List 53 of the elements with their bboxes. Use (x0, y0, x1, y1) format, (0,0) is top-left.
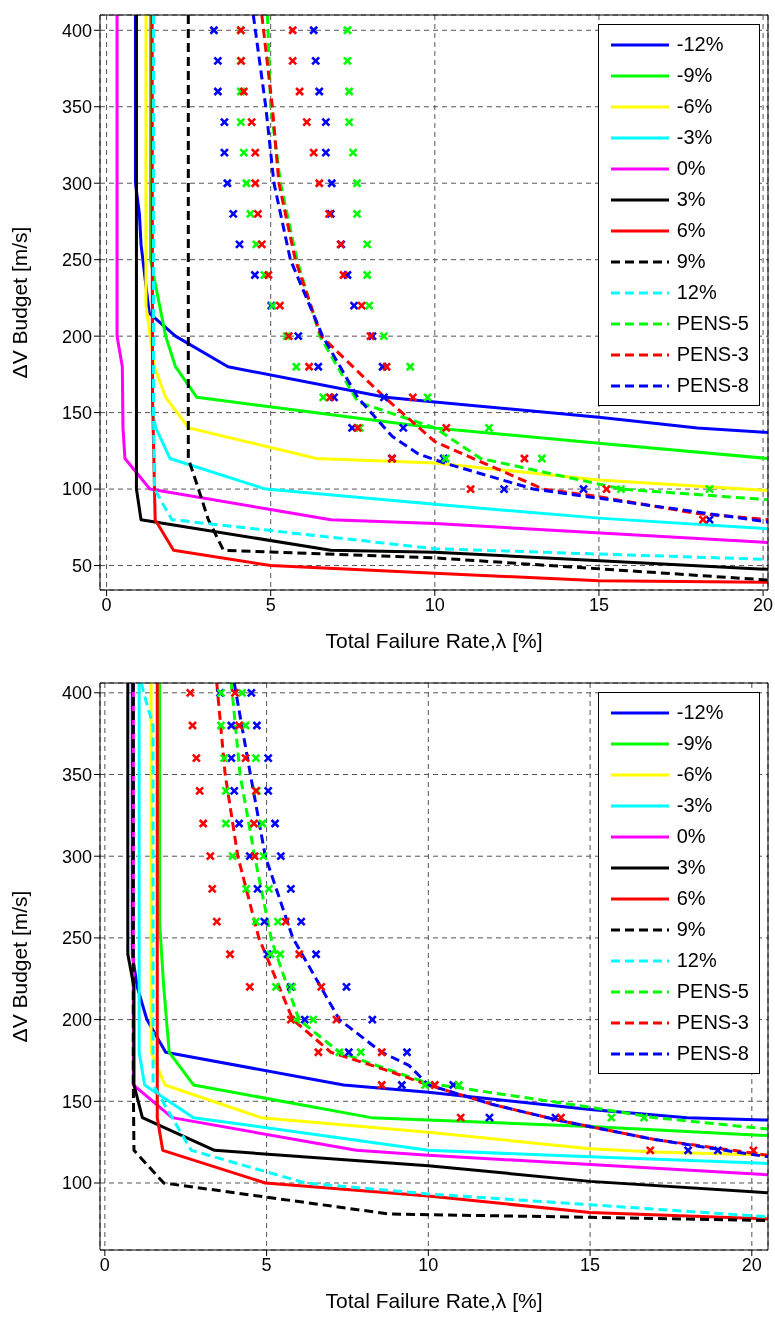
legend-label: PENS-3 (676, 1011, 749, 1034)
y-tick-label: 100 (61, 479, 92, 500)
legend-label: PENS-5 (676, 312, 749, 335)
x-tick-label: 20 (753, 594, 774, 615)
legend-label: -12% (676, 701, 724, 724)
legend-label: -12% (676, 33, 724, 56)
legend-label: -3% (676, 126, 713, 149)
y-tick-label: 150 (61, 1091, 92, 1112)
y-tick-label: 200 (61, 326, 92, 347)
legend-label: -9% (676, 64, 713, 87)
legend-label: 12% (676, 949, 717, 972)
y-tick-label: 400 (61, 683, 92, 704)
x-axis-title: Total Failure Rate,λ [%] (325, 1289, 543, 1312)
legend-label: 6% (676, 887, 706, 910)
y-tick-label: 400 (61, 20, 92, 41)
legend-label: 9% (676, 918, 706, 941)
y-tick-label: 300 (61, 173, 92, 194)
x-axis-title: Total Failure Rate,λ [%] (325, 629, 543, 652)
legend-label: -6% (676, 95, 713, 118)
x-tick-label: 5 (261, 1254, 272, 1275)
legend-label: 9% (676, 250, 706, 273)
legend-label: -6% (676, 763, 713, 786)
y-tick-label: 50 (71, 555, 92, 576)
y-axis-title: ΔV Budget [m/s] (8, 226, 32, 379)
legend-label: -3% (676, 794, 713, 817)
legend-label: 0% (676, 825, 706, 848)
y-tick-label: 200 (61, 1010, 92, 1030)
y-tick-label: 150 (61, 403, 92, 423)
x-tick-label: 20 (741, 1254, 762, 1275)
legend-label: PENS-8 (676, 1042, 749, 1065)
x-tick-label: 10 (424, 594, 445, 615)
y-tick-label: 350 (61, 97, 92, 118)
legend-label: 0% (676, 157, 706, 180)
x-tick-label: 15 (588, 594, 609, 615)
x-tick-label: 10 (418, 1254, 439, 1275)
legend-label: -9% (676, 732, 713, 755)
x-tick-label: 0 (99, 1254, 110, 1275)
x-tick-label: 15 (580, 1254, 601, 1275)
y-axis-title: ΔV Budget [m/s] (8, 890, 32, 1043)
y-tick-label: 300 (61, 846, 92, 867)
x-tick-label: 5 (265, 594, 276, 615)
y-tick-label: 250 (61, 928, 92, 949)
y-tick-label: 100 (61, 1173, 92, 1194)
legend-label: 6% (676, 219, 706, 242)
legend-label: PENS-8 (676, 374, 749, 397)
y-tick-label: 350 (61, 764, 92, 785)
legend-label: 3% (676, 188, 706, 211)
x-tick-label: 0 (101, 594, 112, 615)
y-tick-label: 250 (61, 250, 92, 271)
legend-label: PENS-5 (676, 980, 749, 1003)
legend-label: PENS-3 (676, 343, 749, 366)
legend-label: 3% (676, 856, 706, 879)
legend-label: 12% (676, 281, 717, 304)
